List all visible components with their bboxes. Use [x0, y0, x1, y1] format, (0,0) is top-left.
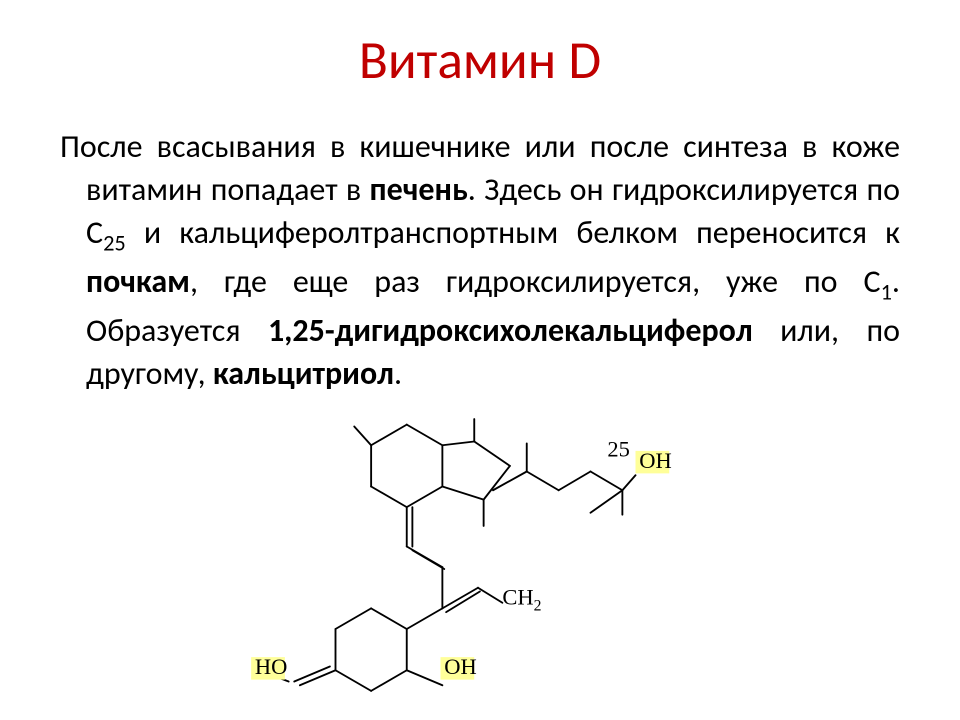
label-oh-top: OH: [636, 448, 672, 474]
label-ch2: CH2: [502, 585, 541, 615]
svg-text:OH: OH: [444, 654, 477, 679]
bonds-group: [274, 419, 636, 691]
svg-text:CH2: CH2: [502, 585, 541, 615]
label-oh-bottom-left: HO: [251, 654, 287, 680]
body-paragraph: После всасывания в кишечнике или после с…: [0, 93, 960, 395]
paragraph-text: После всасывания в кишечнике или после с…: [60, 125, 900, 395]
slide-title: Витамин D: [0, 0, 960, 93]
labels-group: CH2 OH HO OH 25: [251, 437, 672, 680]
molecule-svg: CH2 OH HO OH 25: [228, 404, 698, 704]
svg-text:25: 25: [607, 437, 630, 462]
svg-text:OH: OH: [639, 448, 672, 473]
svg-text:HO: HO: [255, 654, 288, 679]
molecule-diagram: CH2 OH HO OH 25: [228, 404, 698, 704]
label-c25: 25: [607, 437, 630, 462]
label-oh-bottom-right: OH: [441, 654, 477, 680]
slide: Витамин D После всасывания в кишечнике и…: [0, 0, 960, 720]
